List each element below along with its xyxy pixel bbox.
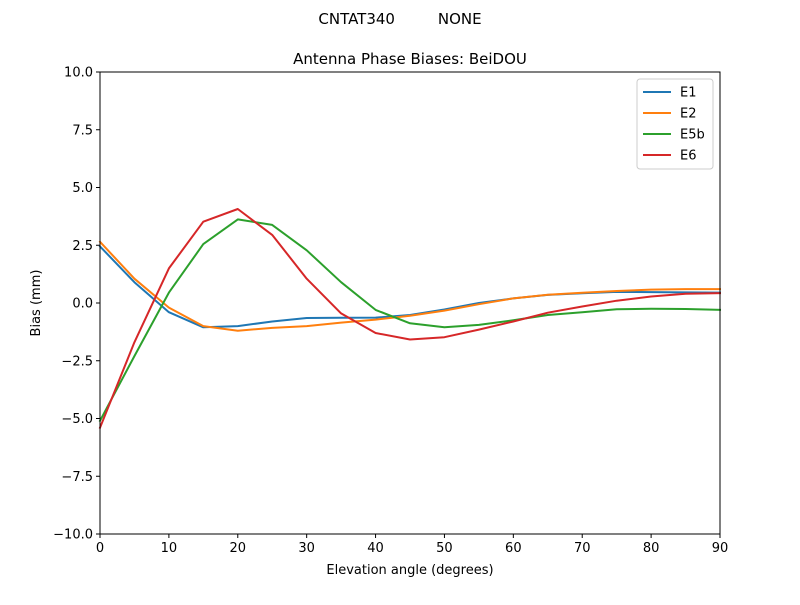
y-tick-label: −7.5 xyxy=(61,470,93,485)
legend-label: E5b xyxy=(680,128,705,143)
x-tick-label: 40 xyxy=(367,541,384,556)
x-tick-label: 20 xyxy=(230,541,247,556)
y-tick-label: 7.5 xyxy=(72,123,93,138)
chart-title: Antenna Phase Biases: BeiDOU xyxy=(293,50,527,68)
legend: E1 E2 E5b E6 xyxy=(636,78,714,170)
y-tick-label: 0.0 xyxy=(72,297,93,312)
plot-area xyxy=(98,208,722,430)
series-line-e6 xyxy=(98,208,722,430)
x-tick-label: 10 xyxy=(161,541,178,556)
x-tick-label: 80 xyxy=(643,541,660,556)
x-tick-label: 60 xyxy=(505,541,522,556)
y-tick-label: 10.0 xyxy=(64,66,93,81)
x-axis: 0 10 20 30 40 50 60 70 80 90 xyxy=(96,534,728,556)
series-line-e5b xyxy=(98,218,722,423)
legend-label: E6 xyxy=(680,149,697,164)
series-line-e2 xyxy=(98,240,721,332)
figure-suptitle: CNTAT340 NONE xyxy=(318,10,481,28)
x-tick-label: 0 xyxy=(96,541,104,556)
x-tick-label: 30 xyxy=(298,541,315,556)
y-tick-label: 5.0 xyxy=(72,181,93,196)
y-tick-label: −2.5 xyxy=(61,354,93,369)
legend-label: E1 xyxy=(680,86,697,101)
y-tick-label: −10.0 xyxy=(53,528,93,543)
legend-label: E2 xyxy=(680,107,697,122)
x-tick-label: 90 xyxy=(712,541,729,556)
x-tick-label: 50 xyxy=(436,541,453,556)
y-tick-label: −5.0 xyxy=(61,412,93,427)
y-axis: −10.0 −7.5 −5.0 −2.5 0.0 2.5 5.0 7.5 10.0 xyxy=(53,66,100,543)
x-tick-label: 70 xyxy=(574,541,591,556)
y-axis-label: Bias (mm) xyxy=(29,270,44,337)
axes-frame xyxy=(99,71,721,535)
y-tick-label: 2.5 xyxy=(72,239,93,254)
x-axis-label: Elevation angle (degrees) xyxy=(326,563,493,578)
legend-box xyxy=(636,78,714,170)
